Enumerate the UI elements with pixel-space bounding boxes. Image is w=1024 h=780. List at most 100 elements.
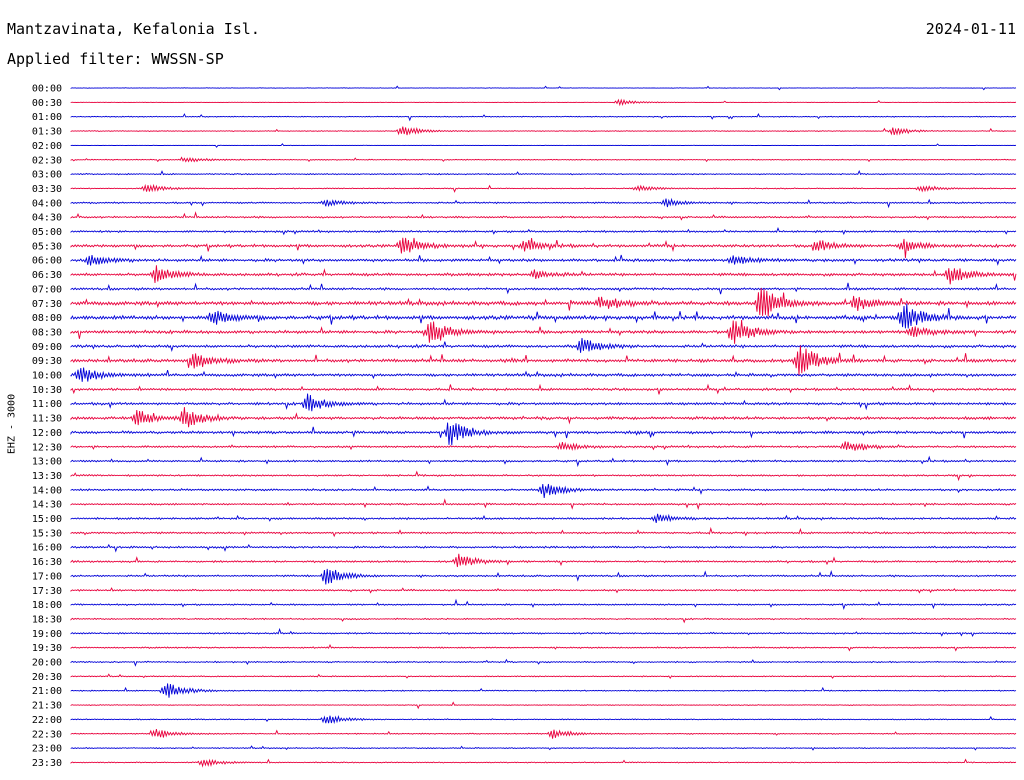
row-time-label: 03:30 [32, 184, 62, 195]
trace-line [70, 169, 1017, 176]
trace-line [70, 644, 1017, 652]
trace-line [70, 282, 1017, 295]
trace-line [70, 112, 1017, 122]
row-time-label: 09:30 [32, 356, 62, 367]
trace-line [70, 197, 1017, 209]
row-time-label: 07:00 [32, 284, 62, 295]
row-time-label: 03:00 [32, 170, 62, 181]
row-time-label: 10:00 [32, 371, 62, 382]
station-title: Mantzavinata, Kefalonia Isl. [7, 20, 260, 38]
row-time-label: 19:30 [32, 643, 62, 654]
row-time-label: 17:30 [32, 586, 62, 597]
trace-line [70, 422, 1017, 446]
trace-line [70, 683, 1017, 698]
row-time-label: 12:30 [32, 442, 62, 453]
trace-line [70, 383, 1017, 395]
trace-line [70, 85, 1017, 91]
trace-line [70, 98, 1017, 107]
trace-line [70, 587, 1017, 594]
trace-line [70, 455, 1017, 468]
trace-line [70, 483, 1017, 499]
row-time-label: 07:30 [32, 299, 62, 310]
row-time-label: 01:30 [32, 127, 62, 138]
trace-line [70, 513, 1017, 523]
trace-line [70, 715, 1017, 725]
trace-line [70, 758, 1017, 768]
row-time-label: 08:30 [32, 327, 62, 338]
row-time-label: 14:30 [32, 500, 62, 511]
trace-line [70, 598, 1017, 610]
trace-line [70, 701, 1017, 710]
trace-line [70, 568, 1017, 585]
trace-line [70, 658, 1017, 667]
trace-line [70, 287, 1017, 317]
trace-line [70, 143, 1017, 148]
trace-line [70, 673, 1017, 680]
row-time-label: 14:00 [32, 485, 62, 496]
row-time-label: 15:30 [32, 528, 62, 539]
row-time-label: 20:00 [32, 658, 62, 669]
row-time-label: 16:30 [32, 557, 62, 568]
trace-line [70, 407, 1017, 428]
trace-line [70, 367, 1017, 382]
trace-line [70, 303, 1017, 329]
row-time-label: 04:30 [32, 213, 62, 224]
row-time-label: 21:00 [32, 686, 62, 697]
trace-line [70, 393, 1017, 412]
trace-line [70, 617, 1017, 624]
row-time-label: 20:30 [32, 672, 62, 683]
row-time-label: 12:00 [32, 428, 62, 439]
row-time-label: 00:30 [32, 98, 62, 109]
row-time-label: 02:30 [32, 155, 62, 166]
date-label: 2024-01-11 [925, 20, 1016, 38]
row-time-label: 08:00 [32, 313, 62, 324]
row-time-label: 22:00 [32, 715, 62, 726]
row-time-label: 16:00 [32, 543, 62, 554]
trace-line [70, 254, 1017, 266]
trace-line [70, 211, 1017, 221]
row-time-label: 10:30 [32, 385, 62, 396]
trace-line [70, 156, 1017, 163]
row-time-label: 17:00 [32, 571, 62, 582]
row-time-label: 05:30 [32, 241, 62, 252]
trace-line [70, 345, 1017, 376]
trace-line [70, 237, 1017, 259]
trace-line [70, 265, 1017, 285]
row-time-label: 23:30 [32, 758, 62, 769]
row-time-label: 02:00 [32, 141, 62, 152]
row-time-label: 18:00 [32, 600, 62, 611]
trace-line [70, 126, 1017, 136]
filter-label: Applied filter: WWSSN-SP [7, 50, 224, 68]
row-time-label: 21:30 [32, 701, 62, 712]
trace-line [70, 745, 1017, 751]
trace-line [70, 441, 1017, 452]
row-time-label: 22:30 [32, 729, 62, 740]
row-time-label: 18:30 [32, 614, 62, 625]
trace-line [70, 183, 1017, 193]
trace-line [70, 227, 1017, 236]
row-time-label: 00:00 [32, 84, 62, 95]
row-time-label: 13:30 [32, 471, 62, 482]
row-time-label: 23:00 [32, 744, 62, 755]
row-time-label: 11:30 [32, 414, 62, 425]
row-time-label: 05:00 [32, 227, 62, 238]
row-time-label: 13:00 [32, 457, 62, 468]
trace-line [70, 553, 1017, 568]
trace-line [70, 319, 1017, 344]
row-time-label: 06:30 [32, 270, 62, 281]
trace-line [70, 729, 1017, 739]
row-time-label: 15:00 [32, 514, 62, 525]
trace-line [70, 498, 1017, 511]
trace-line [70, 337, 1017, 353]
trace-line [70, 526, 1017, 538]
row-time-label: 11:00 [32, 399, 62, 410]
trace-line [70, 627, 1017, 637]
row-time-label: 09:00 [32, 342, 62, 353]
row-time-label: 06:00 [32, 256, 62, 267]
trace-line [70, 543, 1017, 553]
row-time-label: 01:00 [32, 112, 62, 123]
trace-line [70, 470, 1017, 482]
row-time-label: 19:00 [32, 629, 62, 640]
row-time-label: 04:00 [32, 198, 62, 209]
